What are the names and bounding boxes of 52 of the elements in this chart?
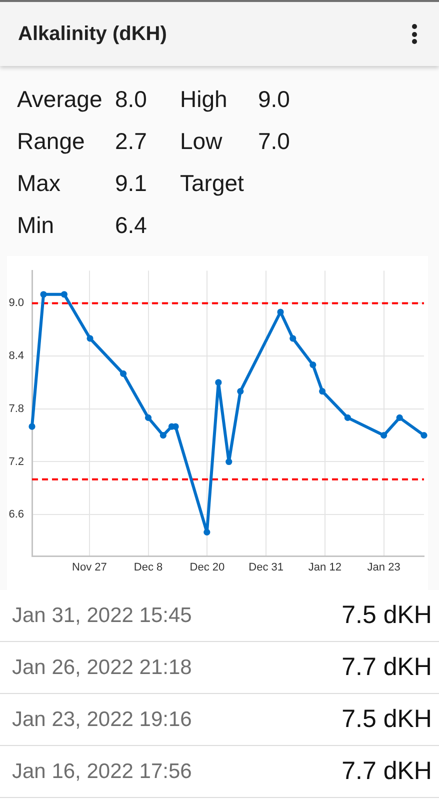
text: Range bbox=[17, 128, 85, 154]
x-tick-label: Nov 27 bbox=[72, 562, 107, 574]
y-tick-label: 9.0 bbox=[8, 297, 24, 310]
point bbox=[120, 370, 127, 377]
text: 7.7 dKH bbox=[342, 757, 432, 785]
text: Max bbox=[17, 170, 60, 196]
point bbox=[344, 414, 351, 422]
point bbox=[420, 432, 428, 439]
text: Jan 16, 2022 17:56 bbox=[12, 760, 192, 783]
point bbox=[396, 414, 403, 422]
text: Jan 26, 2022 21:18 bbox=[12, 656, 192, 679]
text: Jan 23, 2022 19:16 bbox=[12, 708, 192, 731]
x-tick-label: Dec 8 bbox=[134, 562, 163, 574]
point bbox=[60, 291, 68, 298]
text: Average bbox=[17, 86, 102, 112]
y-tick-label: 7.2 bbox=[8, 456, 24, 468]
y-tick-label: 8.4 bbox=[8, 350, 24, 362]
text: Min bbox=[17, 212, 54, 238]
point bbox=[160, 432, 166, 439]
x-tick-label: Dec 31 bbox=[248, 562, 284, 574]
point bbox=[28, 423, 36, 430]
x-tick-label: Jan 12 bbox=[308, 562, 342, 574]
text: 7.0 bbox=[258, 128, 290, 154]
point bbox=[86, 335, 94, 342]
text: 8.0 bbox=[115, 86, 147, 112]
y-tick-label: 7.8 bbox=[8, 402, 24, 415]
point bbox=[144, 414, 152, 422]
point bbox=[237, 388, 244, 395]
point bbox=[226, 458, 232, 466]
x-tick-label: Dec 20 bbox=[190, 562, 225, 574]
x-tick-label: Jan 23 bbox=[367, 562, 400, 574]
text: 7.5 dKH bbox=[342, 601, 432, 629]
point bbox=[319, 388, 326, 395]
y-tick-label: 6.6 bbox=[8, 508, 24, 521]
point bbox=[40, 291, 47, 298]
text: 7.5 dKH bbox=[342, 705, 432, 733]
chart-title: Alkalinity (dKH) bbox=[18, 23, 167, 45]
text: 6.4 bbox=[115, 212, 147, 238]
point bbox=[310, 362, 316, 368]
point bbox=[380, 432, 388, 439]
point bbox=[215, 379, 222, 386]
text: 7.7 dKH bbox=[342, 653, 432, 681]
point bbox=[277, 308, 284, 316]
text: 9.1 bbox=[115, 170, 147, 196]
text: 2.7 bbox=[115, 128, 147, 154]
text: High bbox=[180, 86, 228, 112]
text: 9.0 bbox=[258, 86, 290, 112]
text: Target bbox=[180, 170, 244, 196]
text: Jan 31, 2022 15:45 bbox=[12, 604, 192, 627]
point bbox=[290, 335, 296, 342]
point bbox=[204, 528, 210, 536]
text: Low bbox=[180, 128, 222, 154]
